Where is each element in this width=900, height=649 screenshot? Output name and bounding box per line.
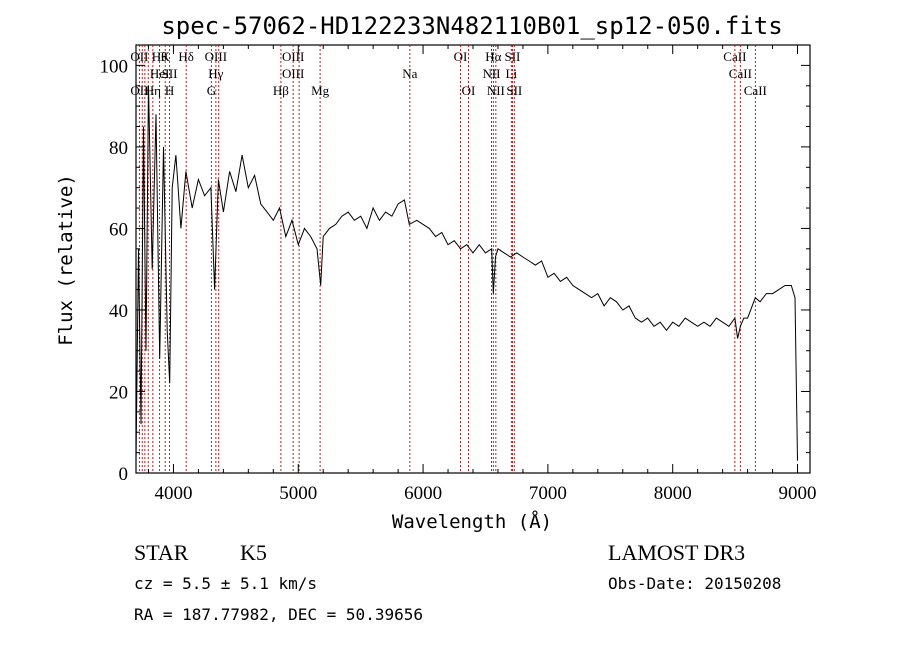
y-tick-label: 20 [109, 382, 128, 403]
y-axis-label: Flux (relative) [55, 174, 77, 346]
line-marker-label: Na [402, 66, 417, 81]
x-tick-label: 8000 [654, 483, 692, 504]
line-marker-label: Hθ [152, 49, 168, 64]
obs-date: Obs-Date: 20150208 [608, 574, 781, 593]
y-tick-label: 100 [100, 56, 129, 77]
x-axis-label: Wavelength (Å) [392, 510, 552, 533]
line-marker-label: Hα [485, 49, 501, 64]
coordinates: RA = 187.77982, DEC = 50.39656 [134, 605, 423, 624]
line-markers [138, 45, 756, 473]
line-marker-label: OI [462, 83, 476, 98]
y-tick-label: 60 [109, 219, 128, 240]
plot-frame [135, 44, 811, 474]
line-marker-label: H [165, 83, 174, 98]
line-marker-label: CaII [744, 83, 767, 98]
object-type: STAR [134, 540, 189, 565]
line-marker-labels: OIIOIIHηHθHeIKSIIHHδGOIIIHγHβOIIIOIIIMgN… [130, 49, 767, 98]
y-tick-label: 0 [119, 464, 129, 485]
line-marker-label: NII [482, 66, 500, 81]
line-marker-label: Mg [311, 83, 330, 98]
line-marker-label: OI [454, 49, 468, 64]
line-marker-label: HeI [150, 66, 170, 81]
line-marker-label: K [161, 49, 171, 64]
line-marker-label: OII [130, 83, 148, 98]
x-tick-label: 5000 [279, 483, 317, 504]
line-marker-label: CaII [723, 49, 746, 64]
line-marker-label: Hγ [208, 66, 223, 81]
x-tick-label: 7000 [529, 483, 567, 504]
line-marker-label: NII [487, 83, 505, 98]
line-marker-label: Hδ [178, 49, 194, 64]
line-marker-label: Hη [145, 83, 161, 98]
line-marker-label: CaII [729, 66, 752, 81]
line-marker-label: OII [130, 49, 148, 64]
y-axis-ticks: 0 20 40 60 80 100 [100, 56, 810, 485]
line-marker-label: Li [506, 66, 518, 81]
line-marker-label: Hβ [273, 83, 289, 98]
flux-series-line [135, 85, 798, 461]
chart-title: spec-57062-HD122233N482110B01_sp12-050.f… [161, 12, 782, 40]
line-marker-label: OIII [282, 66, 304, 81]
info-panel: STAR K5 LAMOST DR3 cz = 5.5 ± 5.1 km/s O… [134, 540, 781, 624]
y-tick-label: 80 [109, 138, 128, 159]
line-marker-label: SII [506, 83, 522, 98]
plot-area: OIIOIIHηHθHeIKSIIHHδGOIIIHγHβOIIIOIIIMgN… [100, 44, 817, 504]
survey-name: LAMOST DR3 [608, 540, 745, 565]
line-marker-label: G [207, 83, 216, 98]
line-marker-label: SII [162, 66, 178, 81]
x-tick-label: 6000 [404, 483, 442, 504]
x-axis-ticks: 4000 5000 6000 7000 8000 9000 [147, 45, 817, 504]
y-tick-label: 40 [109, 301, 128, 322]
redshift-value: cz = 5.5 ± 5.1 km/s [134, 574, 317, 593]
line-marker-label: OIII [282, 49, 304, 64]
line-marker-label: SII [504, 49, 520, 64]
line-marker-label: OIII [205, 49, 227, 64]
subclass: K5 [240, 540, 267, 565]
x-tick-label: 9000 [779, 483, 817, 504]
x-tick-label: 4000 [154, 483, 192, 504]
